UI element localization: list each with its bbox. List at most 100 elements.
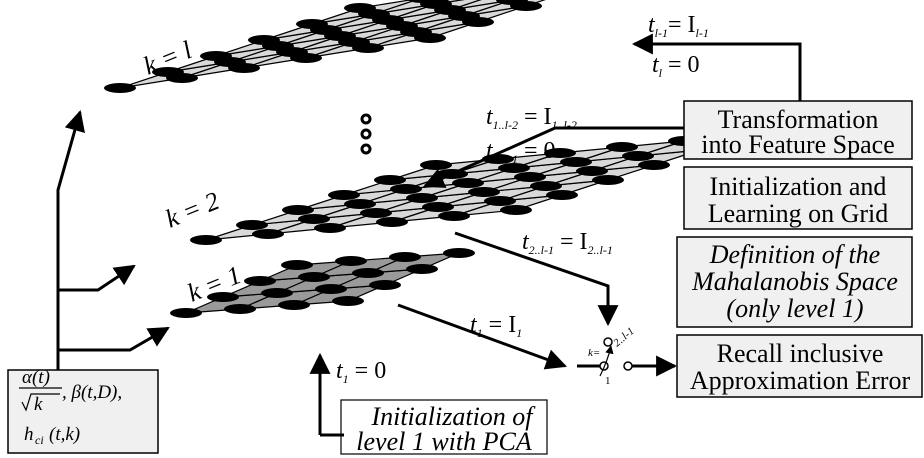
neuron-node: [244, 276, 276, 286]
neuron-node: [638, 160, 670, 170]
pca-line-1: Initialization of: [370, 402, 536, 431]
neuron-node: [352, 268, 384, 278]
neuron-node: [498, 163, 530, 173]
box-recall: Recall inclusive Approximation Error: [676, 334, 923, 398]
neuron-node: [622, 151, 654, 161]
recall-line-2: Approximation Error: [690, 366, 911, 395]
switch-lower-label: 1: [605, 375, 611, 387]
h-term: h: [24, 424, 34, 445]
neuron-node: [360, 208, 392, 218]
neuron-node: [376, 217, 408, 227]
neuron-node: [389, 252, 421, 262]
neuron-node: [544, 148, 576, 158]
neuron-node: [374, 175, 406, 185]
neuron-node: [298, 214, 330, 224]
switch-symbol: k= 2..l-1 1: [588, 325, 637, 387]
neuron-node: [344, 199, 376, 209]
neuron-node: [462, 17, 494, 27]
mahalanobis-line-1: Definition of the: [709, 240, 880, 269]
neuron-node: [443, 248, 475, 258]
neuron-node: [484, 196, 516, 206]
eq-mid-2: t2..l-1 = 0: [486, 138, 556, 166]
recall-line-1: Recall inclusive: [717, 339, 884, 368]
neuron-node: [352, 43, 384, 53]
neuron-node: [468, 187, 500, 197]
arrow-mid-to-switch: [454, 231, 619, 327]
switch-k-label: k=: [588, 347, 600, 359]
neuron-node: [369, 280, 401, 290]
neuron-node: [606, 142, 638, 152]
eq-top-2: tl = 0: [652, 52, 700, 80]
neuron-node: [592, 175, 624, 185]
box-pca: Initialization of level 1 with PCA: [340, 399, 548, 456]
arrow-to-bottom-layer: [58, 326, 170, 352]
eq-low-1: t2..l-1 = I2..l-1: [522, 229, 613, 257]
sqrt-k: k: [34, 394, 43, 415]
neuron-node: [315, 284, 347, 294]
neuron-node: [422, 202, 454, 212]
box-initialization-learning: Initialization and Learning on Grid: [683, 166, 913, 230]
neuron-node: [314, 223, 346, 233]
neuron-node: [452, 178, 484, 188]
flow-arrows: [309, 33, 802, 437]
sqrt-sign: [21, 393, 60, 412]
neuron-node: [228, 63, 260, 73]
grid-cell: [449, 0, 514, 11]
neuron-node: [420, 160, 452, 170]
pca-line-2: level 1 with PCA: [356, 427, 532, 456]
alpha-term: α(t): [22, 367, 50, 388]
h-args: (t,k): [49, 424, 80, 445]
neuron-node: [406, 193, 438, 203]
neuron-node: [514, 172, 546, 182]
neuron-node: [546, 190, 578, 200]
mahalanobis-line-2: Mahalanobis Space: [691, 267, 898, 296]
arrow-to-top-layer: [56, 109, 85, 370]
arrow-bottom-to-switch: [397, 303, 567, 370]
beta-term: , β(t,D),: [62, 382, 122, 403]
init-learning-line-1: Initialization and: [710, 172, 887, 201]
neuron-node: [278, 300, 310, 310]
neuron-node: [281, 260, 313, 270]
grid-layer-bottom: [170, 248, 475, 318]
neuron-node: [335, 256, 367, 266]
neuron-node: [328, 190, 360, 200]
mahalanobis-line-3: (only level 1): [726, 294, 863, 323]
h-sub: ci: [35, 433, 44, 447]
transformation-line-2: into Feature Space: [701, 130, 895, 159]
arrow-to-top-grid: [631, 33, 802, 101]
eq-low-2: t1 = I1: [470, 312, 522, 340]
param-arrows: [56, 109, 170, 370]
neuron-node: [170, 308, 202, 318]
neuron-node: [104, 83, 136, 93]
grid-layer-top: [104, 0, 546, 93]
layer-label-mid: k = 2: [161, 186, 223, 234]
vertical-ellipsis: [360, 113, 372, 155]
box-mahalanobis: Definition of the Mahalanobis Space (onl…: [676, 236, 913, 328]
params-text: α(t) k , β(t,D), h ci (t,k): [19, 367, 122, 447]
init-learning-line-2: Learning on Grid: [708, 199, 889, 228]
neuron-node: [261, 288, 293, 298]
neuron-node: [500, 205, 532, 215]
neuron-node: [406, 264, 438, 274]
eq-pca: t1 = 0: [336, 358, 386, 386]
eq-mid-1: t1..l-2 = I1..l-2: [486, 104, 577, 132]
neuron-node: [332, 296, 364, 306]
transformation-line-1: Transformation: [718, 105, 879, 134]
arrow-to-mid-layer: [58, 264, 136, 292]
neuron-node: [252, 229, 284, 239]
neuron-node: [390, 184, 422, 194]
neuron-node: [576, 166, 608, 176]
arrow-to-mid-grid: [423, 126, 684, 188]
neuron-node: [290, 53, 322, 63]
neuron-node: [438, 211, 470, 221]
switch-upper-label: 2..l-1: [611, 325, 637, 349]
neuron-node: [530, 181, 562, 191]
neuron-node: [560, 157, 592, 167]
neuron-node: [298, 272, 330, 282]
neuron-node: [282, 205, 314, 215]
neuron-node: [224, 304, 256, 314]
neuron-node: [510, 1, 542, 11]
neuron-node: [166, 73, 198, 83]
